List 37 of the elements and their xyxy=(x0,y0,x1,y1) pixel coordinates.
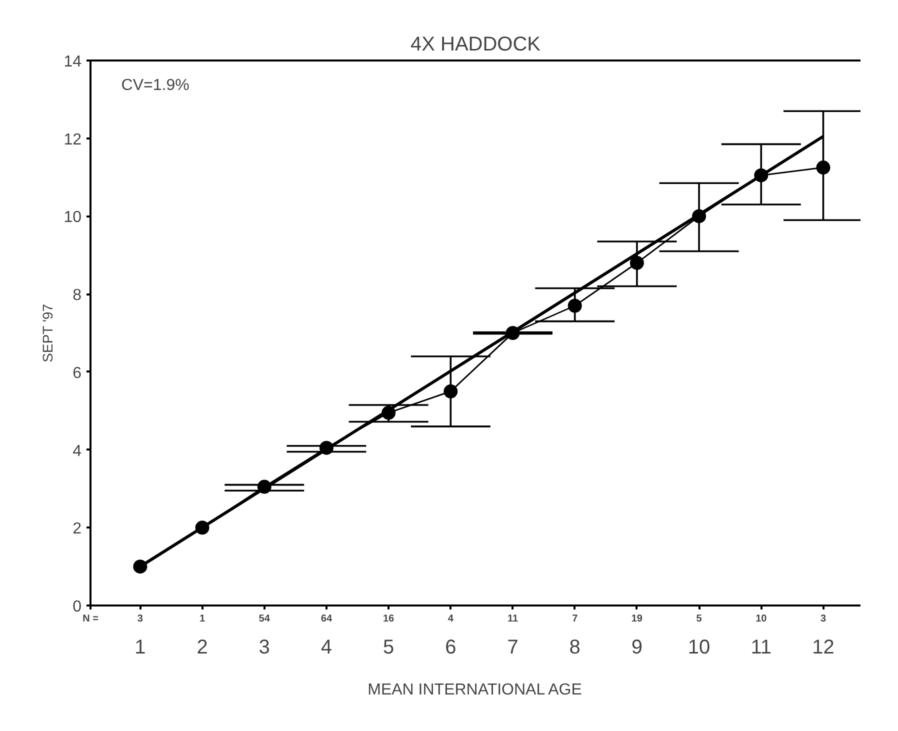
chart-title: 4X HADDOCK xyxy=(410,34,542,56)
x-axis-title: MEAN INTERNATIONAL AGE xyxy=(368,682,582,698)
text: 19 xyxy=(631,614,643,624)
y-tick-label: 10 xyxy=(64,209,82,226)
text: 10 xyxy=(756,614,768,624)
text: 3 xyxy=(820,614,826,624)
y-tick-label: 0 xyxy=(72,598,82,616)
text: 5 xyxy=(696,614,702,624)
text: 7 xyxy=(572,614,578,624)
x-tick-label: 12 xyxy=(812,636,834,658)
x-tick-label: 10 xyxy=(688,636,710,658)
annotation: CV=1.9% xyxy=(121,76,190,94)
text: 4 xyxy=(448,614,454,624)
x-tick-label: 7 xyxy=(507,636,518,658)
x-tick-label: 6 xyxy=(445,636,456,658)
x-tick-label: 2 xyxy=(196,636,208,658)
text: 54 xyxy=(258,614,270,624)
y-tick-label: 12 xyxy=(64,131,82,148)
x-tick-label: 5 xyxy=(383,636,394,658)
text: 64 xyxy=(320,614,332,624)
x-tick-label: 9 xyxy=(631,636,643,658)
y-tick-label: 8 xyxy=(72,287,82,304)
text: 11 xyxy=(507,614,518,624)
y-tick-label: 2 xyxy=(72,520,82,538)
y-tick-label: 6 xyxy=(72,364,82,382)
y-axis-title: SEPT '97 xyxy=(40,304,56,362)
text: 16 xyxy=(383,614,395,624)
x-tick-label: 1 xyxy=(134,636,146,658)
x-tick-label: 8 xyxy=(569,636,580,658)
y-tick-label: 14 xyxy=(64,54,82,70)
x-tick-label: 3 xyxy=(258,636,270,658)
text: 1 xyxy=(199,614,206,624)
x-tick-label: 4 xyxy=(320,636,332,658)
x-tick-label: 11 xyxy=(750,636,772,658)
text: 3 xyxy=(137,614,144,624)
text: N = xyxy=(82,614,99,624)
y-tick-label: 4 xyxy=(72,442,82,460)
